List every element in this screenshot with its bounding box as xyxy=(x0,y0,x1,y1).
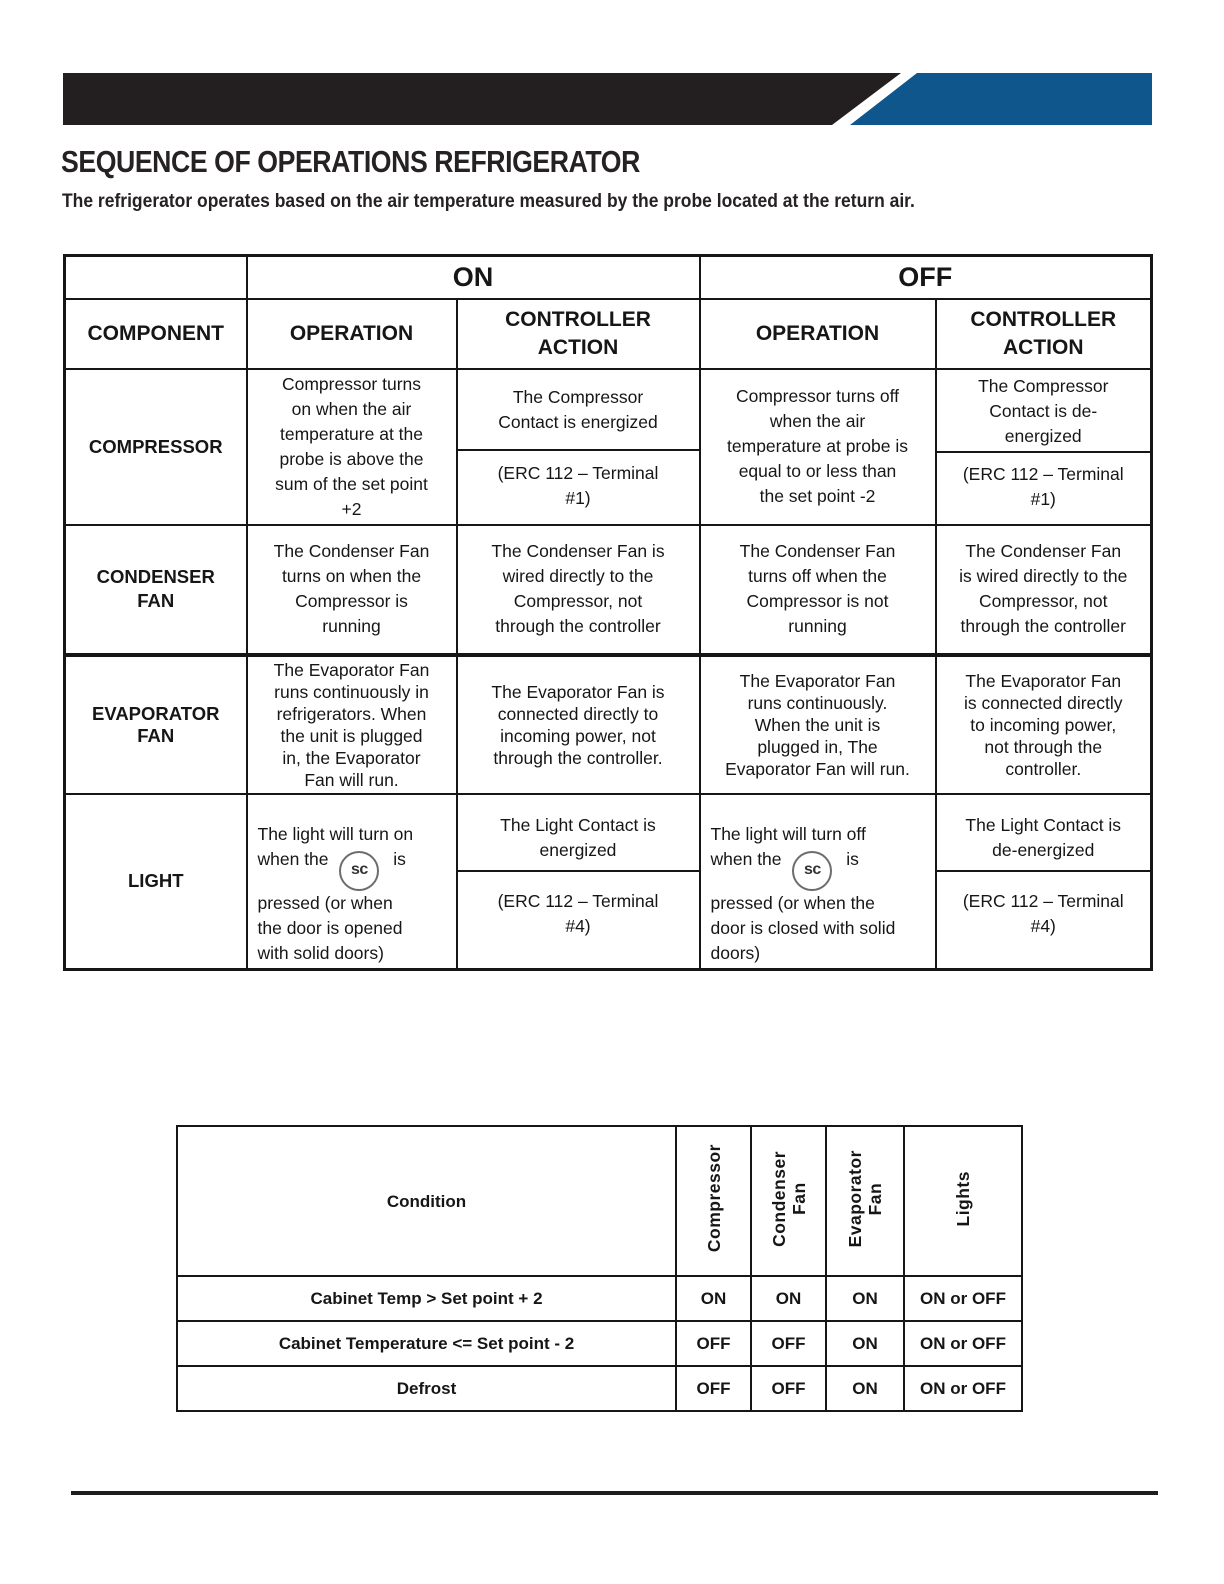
light-on-text-pre: The light will turn on when the xyxy=(257,823,414,869)
condenser-fan-column-header: Condenser Fan xyxy=(750,1125,827,1277)
off-controller-cell: The Compressor Contact is de- energized … xyxy=(934,367,1153,526)
off-operation-cell: The Evaporator Fan runs continuously. Wh… xyxy=(698,653,937,795)
on-operation-cell: The Condenser Fan turns on when the Comp… xyxy=(245,523,458,657)
condition-column-header: Condition xyxy=(176,1125,677,1277)
compressor-state-cell: OFF xyxy=(675,1320,752,1367)
condition-row-below-setpoint: Cabinet Temperature <= Set point - 2 OFF… xyxy=(176,1320,1023,1367)
evaporator-fan-state-cell: ON xyxy=(825,1275,905,1322)
on-off-group-header-row: ON OFF xyxy=(63,254,1153,300)
on-controller-cell: The Evaporator Fan is connected directly… xyxy=(455,653,701,795)
off-controller-cell: The Evaporator Fan is connected directly… xyxy=(934,653,1153,795)
on-operation-cell: The Evaporator Fan runs continuously in … xyxy=(245,653,458,795)
condenser-fan-state-cell: ON xyxy=(750,1275,827,1322)
off-controller-action-column-header: CONTROLLER ACTION xyxy=(934,297,1153,370)
evaporator-fan-rotated-label: Evaporator Fan xyxy=(845,1149,885,1248)
on-operation-column-header: OPERATION xyxy=(245,297,458,370)
on-controller-cell: The Light Contact is energized (ERC 112 … xyxy=(455,792,701,970)
on-controller-action-column-header: CONTROLLER ACTION xyxy=(455,297,701,370)
condenser-fan-state-cell: OFF xyxy=(750,1320,827,1367)
condition-cell: Cabinet Temperature <= Set point - 2 xyxy=(176,1320,677,1367)
component-cell: LIGHT xyxy=(63,792,248,970)
page-title: SEQUENCE OF OPERATIONS REFRIGERATOR xyxy=(61,144,640,179)
row-light: LIGHT The light will turn on when the sc… xyxy=(63,792,1153,970)
component-cell: COMPRESSOR xyxy=(63,367,248,526)
page-header-banner xyxy=(63,73,1152,125)
off-operation-column-header: OPERATION xyxy=(698,297,937,370)
sc-button-icon: sc xyxy=(339,850,380,891)
lights-column-header: Lights xyxy=(903,1125,1023,1277)
component-cell: EVAPORATOR FAN xyxy=(63,653,248,795)
sequence-of-operations-table: ON OFF COMPONENT OPERATION CONTROLLER AC… xyxy=(63,254,1153,971)
controller-terminal-text: (ERC 112 – Terminal #4) xyxy=(497,891,659,936)
component-cell: CONDENSER FAN xyxy=(63,523,248,657)
condition-row-above-setpoint: Cabinet Temp > Set point + 2 ON ON ON ON… xyxy=(176,1275,1023,1322)
controller-action-text: The Compressor Contact is de- energized xyxy=(937,372,1150,453)
controller-action-text: The Light Contact is de-energized xyxy=(937,806,1150,872)
compressor-column-header: Compressor xyxy=(675,1125,752,1277)
off-controller-cell: The Light Contact is de-energized (ERC 1… xyxy=(934,792,1153,970)
header-black-band xyxy=(63,73,901,125)
on-controller-cell: The Compressor Contact is energized (ERC… xyxy=(455,367,701,526)
compressor-state-cell: OFF xyxy=(675,1365,752,1412)
on-operation-cell: Compressor turns on when the air tempera… xyxy=(245,367,458,526)
condition-header-row: Condition Compressor Condenser Fan Evapo… xyxy=(176,1125,1023,1277)
lights-rotated-label: Lights xyxy=(953,1170,973,1227)
lights-state-cell: ON or OFF xyxy=(903,1320,1023,1367)
evaporator-fan-column-header: Evaporator Fan xyxy=(825,1125,905,1277)
footer-rule xyxy=(71,1491,1158,1495)
row-condenser-fan: CONDENSER FAN The Condenser Fan turns on… xyxy=(63,523,1153,657)
condenser-fan-state-cell: OFF xyxy=(750,1365,827,1412)
compressor-rotated-label: Compressor xyxy=(703,1144,724,1253)
evaporator-fan-state-cell: ON xyxy=(825,1365,905,1412)
compressor-state-cell: ON xyxy=(675,1275,752,1322)
on-group-header: ON xyxy=(245,254,701,300)
condition-cell: Defrost xyxy=(176,1365,677,1412)
component-column-header: COMPONENT xyxy=(63,297,248,370)
light-off-text-pre: The light will turn off when the xyxy=(710,823,866,869)
light-off-text-post: is pressed (or when the door is closed w… xyxy=(710,848,896,963)
lights-state-cell: ON or OFF xyxy=(903,1275,1023,1322)
off-operation-cell: Compressor turns off when the air temper… xyxy=(698,367,937,526)
row-evaporator-fan: EVAPORATOR FAN The Evaporator Fan runs c… xyxy=(63,653,1153,795)
sc-button-icon: sc xyxy=(792,850,833,891)
controller-terminal-text: (ERC 112 – Terminal #1) xyxy=(497,462,659,508)
row-compressor: COMPRESSOR Compressor turns on when the … xyxy=(63,367,1153,526)
page-subtitle: The refrigerator operates based on the a… xyxy=(62,191,915,212)
condition-row-defrost: Defrost OFF OFF ON ON or OFF xyxy=(176,1365,1023,1412)
off-group-header: OFF xyxy=(698,254,1153,300)
evaporator-fan-state-cell: ON xyxy=(825,1320,905,1367)
lights-state-cell: ON or OFF xyxy=(903,1365,1023,1412)
blank-corner-cell xyxy=(63,254,248,300)
off-operation-cell: The Condenser Fan turns off when the Com… xyxy=(698,523,937,657)
on-operation-cell: The light will turn on when the sc is pr… xyxy=(245,792,458,970)
column-header-row: COMPONENT OPERATION CONTROLLER ACTION OP… xyxy=(63,297,1153,370)
condenser-fan-rotated-label: Condenser Fan xyxy=(768,1150,809,1247)
off-operation-cell: The light will turn off when the sc is p… xyxy=(698,792,937,970)
condition-cell: Cabinet Temp > Set point + 2 xyxy=(176,1275,677,1322)
controller-terminal-text: (ERC 112 – Terminal #4) xyxy=(962,891,1124,936)
off-controller-cell: The Condenser Fan is wired directly to t… xyxy=(934,523,1153,657)
controller-action-text: The Compressor Contact is energized xyxy=(458,372,698,451)
controller-action-text: The Light Contact is energized xyxy=(458,806,698,872)
controller-terminal-text: (ERC 112 – Terminal #1) xyxy=(962,464,1124,509)
on-controller-cell: The Condenser Fan is wired directly to t… xyxy=(455,523,701,657)
light-on-text-post: is pressed (or when the door is opened w… xyxy=(257,848,406,963)
condition-matrix-table: Condition Compressor Condenser Fan Evapo… xyxy=(176,1125,1023,1412)
